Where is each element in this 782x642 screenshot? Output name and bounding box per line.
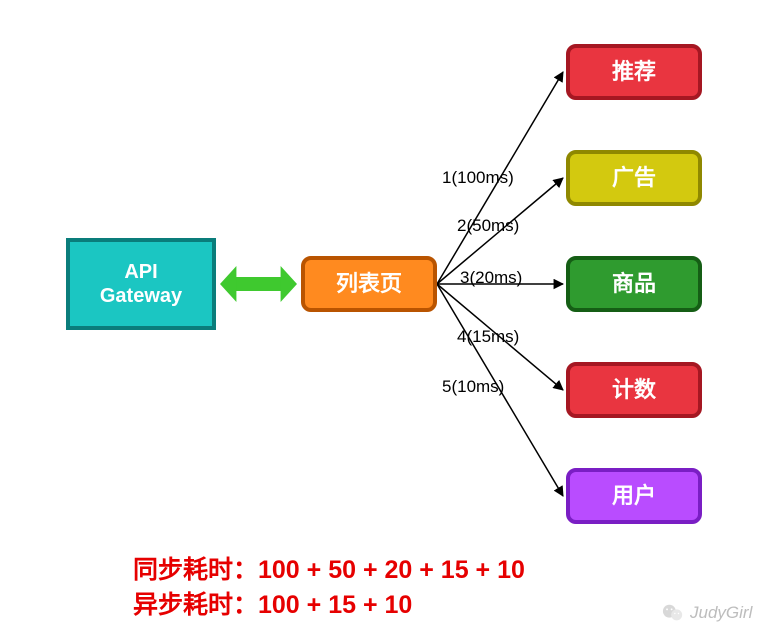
edge-label-goods: 3(20ms) <box>460 268 522 288</box>
edge-label-count: 4(15ms) <box>457 327 519 347</box>
node-user: 用户 <box>566 468 702 524</box>
edge-label-ad: 2(50ms) <box>457 216 519 236</box>
edge-label-reco: 1(100ms) <box>442 168 514 188</box>
watermark-text: JudyGirl <box>690 603 752 623</box>
watermark: JudyGirl <box>662 602 752 624</box>
node-count: 计数 <box>566 362 702 418</box>
node-ad: 广告 <box>566 150 702 206</box>
node-list: 列表页 <box>301 256 437 312</box>
node-api: API Gateway <box>66 238 216 330</box>
edge-label-user: 5(10ms) <box>442 377 504 397</box>
node-reco: 推荐 <box>566 44 702 100</box>
double-arrow <box>220 266 297 302</box>
wechat-icon <box>662 602 684 624</box>
footer-sync-line: 同步耗时：100 + 50 + 20 + 15 + 10 <box>133 550 525 586</box>
node-goods: 商品 <box>566 256 702 312</box>
footer-async-line: 异步耗时：100 + 15 + 10 <box>133 585 412 621</box>
